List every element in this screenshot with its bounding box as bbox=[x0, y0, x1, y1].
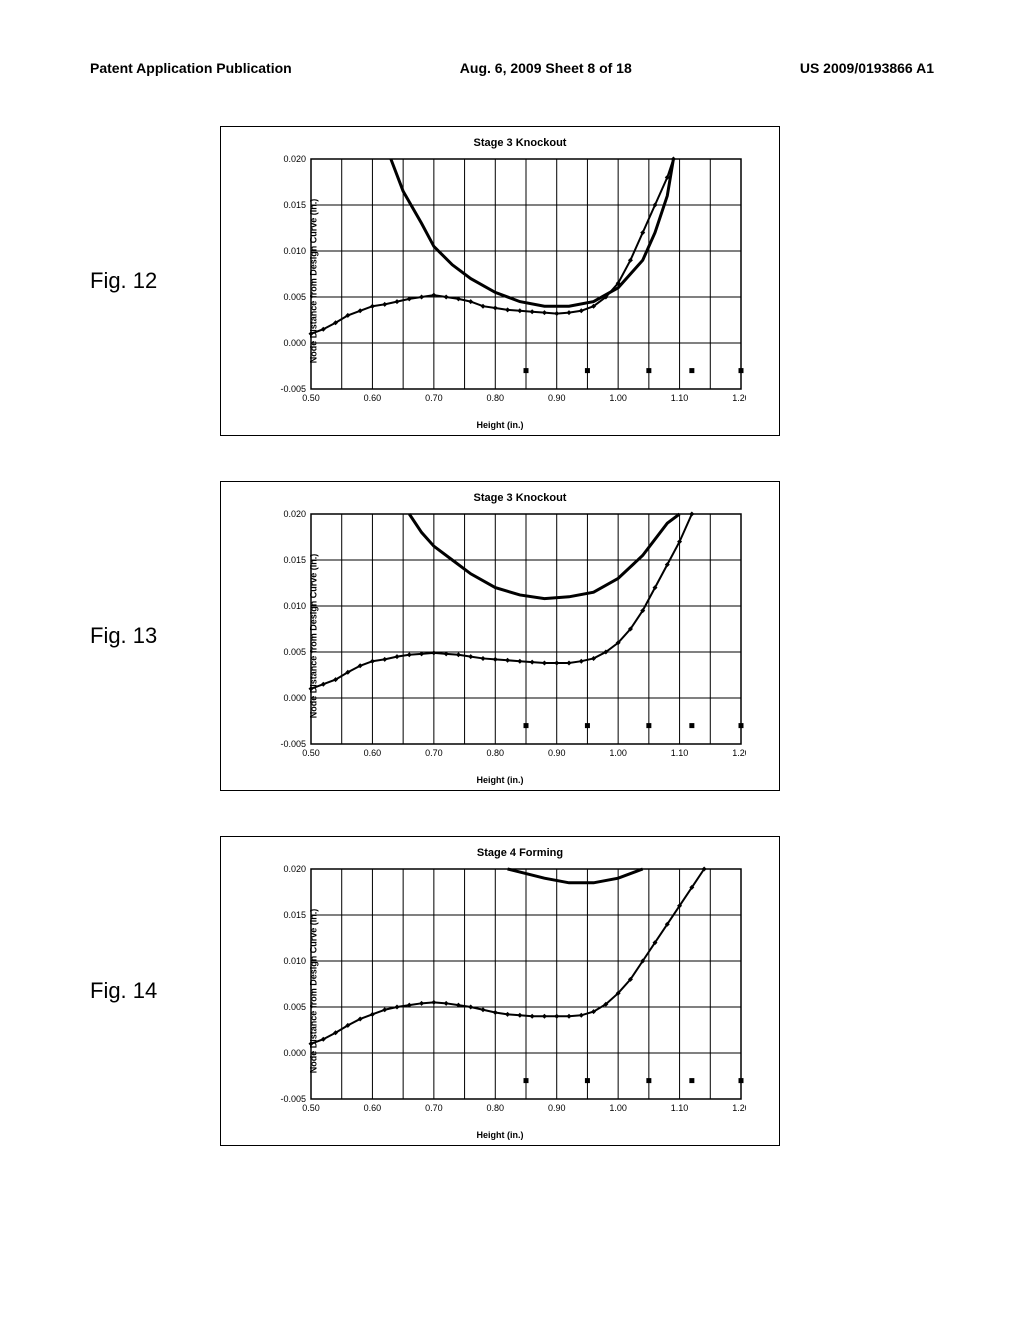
svg-text:0.70: 0.70 bbox=[425, 748, 443, 758]
fig12-chart: Stage 3 Knockout Node Distance from Desi… bbox=[220, 126, 780, 436]
fig14-xlabel: Height (in.) bbox=[477, 1130, 524, 1140]
fig14-svg: 0.50 0.60 0.70 0.80 0.90 1.00 1.10 1.20 -0.005 0.… bbox=[276, 864, 746, 1119]
svg-text:0.020: 0.020 bbox=[283, 509, 306, 519]
fig14-title: Stage 4 Forming bbox=[276, 847, 764, 859]
fig13-title: Stage 3 Knockout bbox=[276, 492, 764, 504]
svg-text:1.00: 1.00 bbox=[609, 748, 627, 758]
svg-text:-0.005: -0.005 bbox=[280, 1094, 306, 1104]
fig13-label: Fig. 13 bbox=[50, 623, 220, 649]
svg-text:1.20: 1.20 bbox=[732, 1103, 746, 1113]
svg-text:0.015: 0.015 bbox=[283, 555, 306, 565]
fig12-title: Stage 3 Knockout bbox=[276, 137, 764, 149]
fig13-xlabel: Height (in.) bbox=[477, 775, 524, 785]
svg-text:-0.005: -0.005 bbox=[280, 739, 306, 749]
svg-text:0.010: 0.010 bbox=[283, 601, 306, 611]
svg-text:0.90: 0.90 bbox=[548, 1103, 566, 1113]
svg-text:1.00: 1.00 bbox=[609, 1103, 627, 1113]
svg-text:1.10: 1.10 bbox=[671, 748, 689, 758]
page-header: Patent Application Publication Aug. 6, 2… bbox=[50, 60, 974, 76]
svg-text:-0.005: -0.005 bbox=[280, 384, 306, 394]
svg-text:0.60: 0.60 bbox=[364, 748, 382, 758]
svg-text:0.80: 0.80 bbox=[487, 748, 505, 758]
svg-text:0.70: 0.70 bbox=[425, 393, 443, 403]
svg-text:0.015: 0.015 bbox=[283, 200, 306, 210]
svg-text:0.70: 0.70 bbox=[425, 1103, 443, 1113]
header-center: Aug. 6, 2009 Sheet 8 of 18 bbox=[460, 60, 632, 76]
svg-text:1.20: 1.20 bbox=[732, 748, 746, 758]
svg-text:0.90: 0.90 bbox=[548, 748, 566, 758]
svg-text:0.000: 0.000 bbox=[283, 338, 306, 348]
fig12-svg: 0.50 0.60 0.70 0.80 0.90 1.00 1.10 1.20 -0.005 0.… bbox=[276, 154, 746, 409]
header-left: Patent Application Publication bbox=[90, 60, 292, 76]
svg-text:1.00: 1.00 bbox=[609, 393, 627, 403]
fig14-chart: Stage 4 Forming Node Distance from Desig… bbox=[220, 836, 780, 1146]
svg-text:1.20: 1.20 bbox=[732, 393, 746, 403]
svg-text:0.50: 0.50 bbox=[302, 748, 320, 758]
svg-text:0.90: 0.90 bbox=[548, 393, 566, 403]
figure-12-row: Fig. 12 Stage 3 Knockout Node Distance f… bbox=[50, 126, 974, 436]
fig12-xlabel: Height (in.) bbox=[477, 420, 524, 430]
svg-text:0.005: 0.005 bbox=[283, 1002, 306, 1012]
svg-text:1.10: 1.10 bbox=[671, 393, 689, 403]
svg-text:1.10: 1.10 bbox=[671, 1103, 689, 1113]
fig12-label: Fig. 12 bbox=[50, 268, 220, 294]
svg-text:0.60: 0.60 bbox=[364, 393, 382, 403]
fig13-chart: Stage 3 Knockout Node Distance from Desi… bbox=[220, 481, 780, 791]
svg-text:0.005: 0.005 bbox=[283, 292, 306, 302]
figure-13-row: Fig. 13 Stage 3 Knockout Node Distance f… bbox=[50, 481, 974, 791]
fig14-label: Fig. 14 bbox=[50, 978, 220, 1004]
svg-text:0.015: 0.015 bbox=[283, 910, 306, 920]
svg-text:0.005: 0.005 bbox=[283, 647, 306, 657]
figure-14-row: Fig. 14 Stage 4 Forming Node Distance fr… bbox=[50, 836, 974, 1146]
svg-text:0.80: 0.80 bbox=[487, 1103, 505, 1113]
svg-text:0.010: 0.010 bbox=[283, 956, 306, 966]
fig13-svg: 0.50 0.60 0.70 0.80 0.90 1.00 1.10 1.20 -0.005 0.… bbox=[276, 509, 746, 764]
svg-text:0.60: 0.60 bbox=[364, 1103, 382, 1113]
svg-text:0.50: 0.50 bbox=[302, 393, 320, 403]
svg-text:0.020: 0.020 bbox=[283, 864, 306, 874]
header-right: US 2009/0193866 A1 bbox=[800, 60, 934, 76]
svg-text:0.010: 0.010 bbox=[283, 246, 306, 256]
svg-text:0.50: 0.50 bbox=[302, 1103, 320, 1113]
svg-text:0.020: 0.020 bbox=[283, 154, 306, 164]
svg-text:0.80: 0.80 bbox=[487, 393, 505, 403]
svg-text:0.000: 0.000 bbox=[283, 1048, 306, 1058]
svg-text:0.000: 0.000 bbox=[283, 693, 306, 703]
